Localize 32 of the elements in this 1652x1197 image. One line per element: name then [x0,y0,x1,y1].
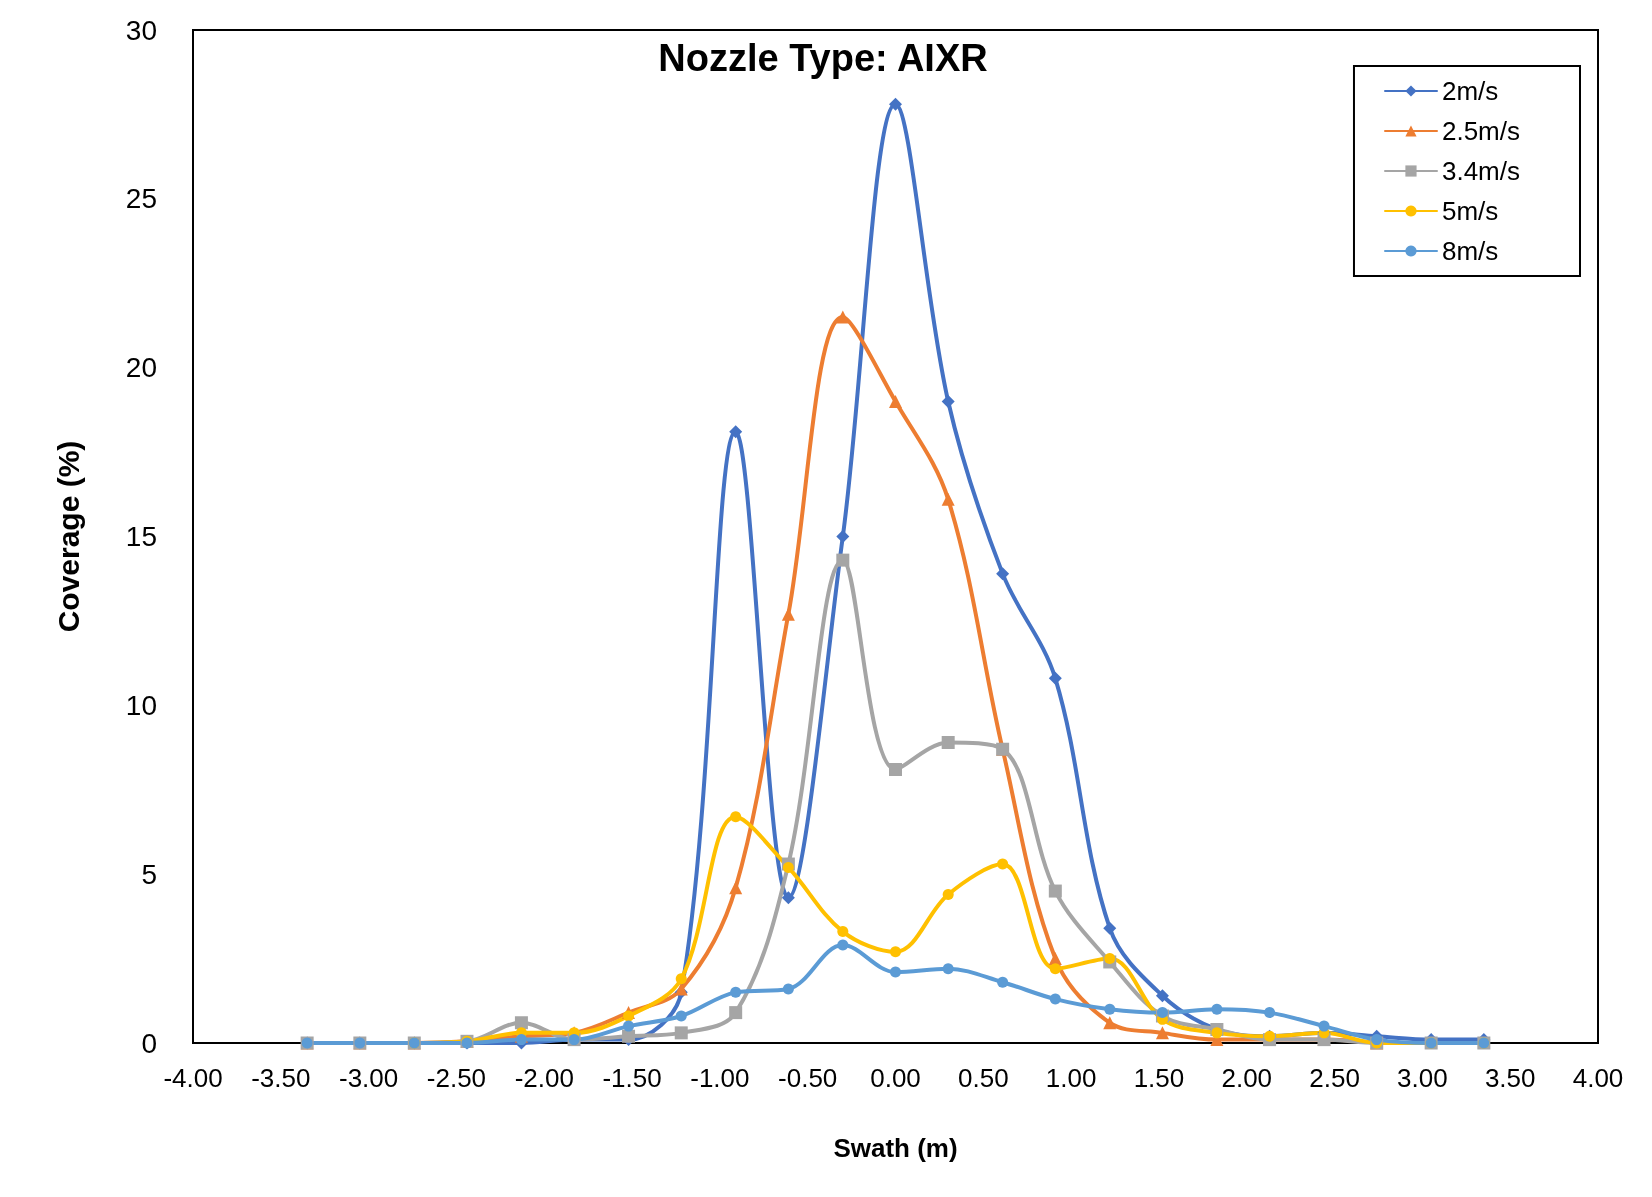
legend-label: 2.5m/s [1441,116,1521,146]
x-tick-label: 1.50 [1133,1063,1185,1093]
x-tick-label: -2.00 [514,1063,574,1093]
x-tick-label: 2.00 [1221,1063,1273,1093]
y-tick-label: 30 [125,14,157,46]
x-tick-label: -4.00 [163,1063,223,1093]
x-tick-label: 2.50 [1309,1063,1360,1093]
x-tick-label: 0.00 [870,1063,921,1093]
y-axis-title: Coverage (%) [51,440,85,633]
legend-label: 3.4m/s [1441,156,1521,186]
y-tick-label: 10 [125,689,157,721]
x-tick-label: -0.50 [778,1063,838,1093]
x-tick-label: -2.50 [426,1063,487,1093]
x-tick-label: 3.00 [1397,1063,1448,1093]
x-tick-label: 0.50 [958,1063,1009,1093]
y-tick-label: 15 [125,521,157,552]
x-tick-label: -1.00 [690,1063,750,1093]
x-tick-label: -1.50 [602,1063,662,1093]
legend-label: 8m/s [1441,236,1499,266]
legend-label: 2m/s [1441,76,1499,106]
legend-label: 5m/s [1441,196,1499,226]
x-tick-label: -3.50 [251,1063,311,1093]
x-tick-label: 1.00 [1045,1063,1097,1093]
y-tick-label: 0 [141,1027,157,1059]
y-tick-label: 20 [125,352,157,384]
y-tick-label: 25 [125,183,157,215]
x-tick-label: -3.00 [338,1063,399,1093]
y-tick-label: 5 [141,858,157,890]
x-tick-label: 3.50 [1484,1063,1536,1093]
chart-title: Nozzle Type: AIXR [658,37,988,79]
x-axis-title: Swath (m) [833,1133,958,1163]
x-tick-label: 4.00 [1572,1063,1624,1093]
